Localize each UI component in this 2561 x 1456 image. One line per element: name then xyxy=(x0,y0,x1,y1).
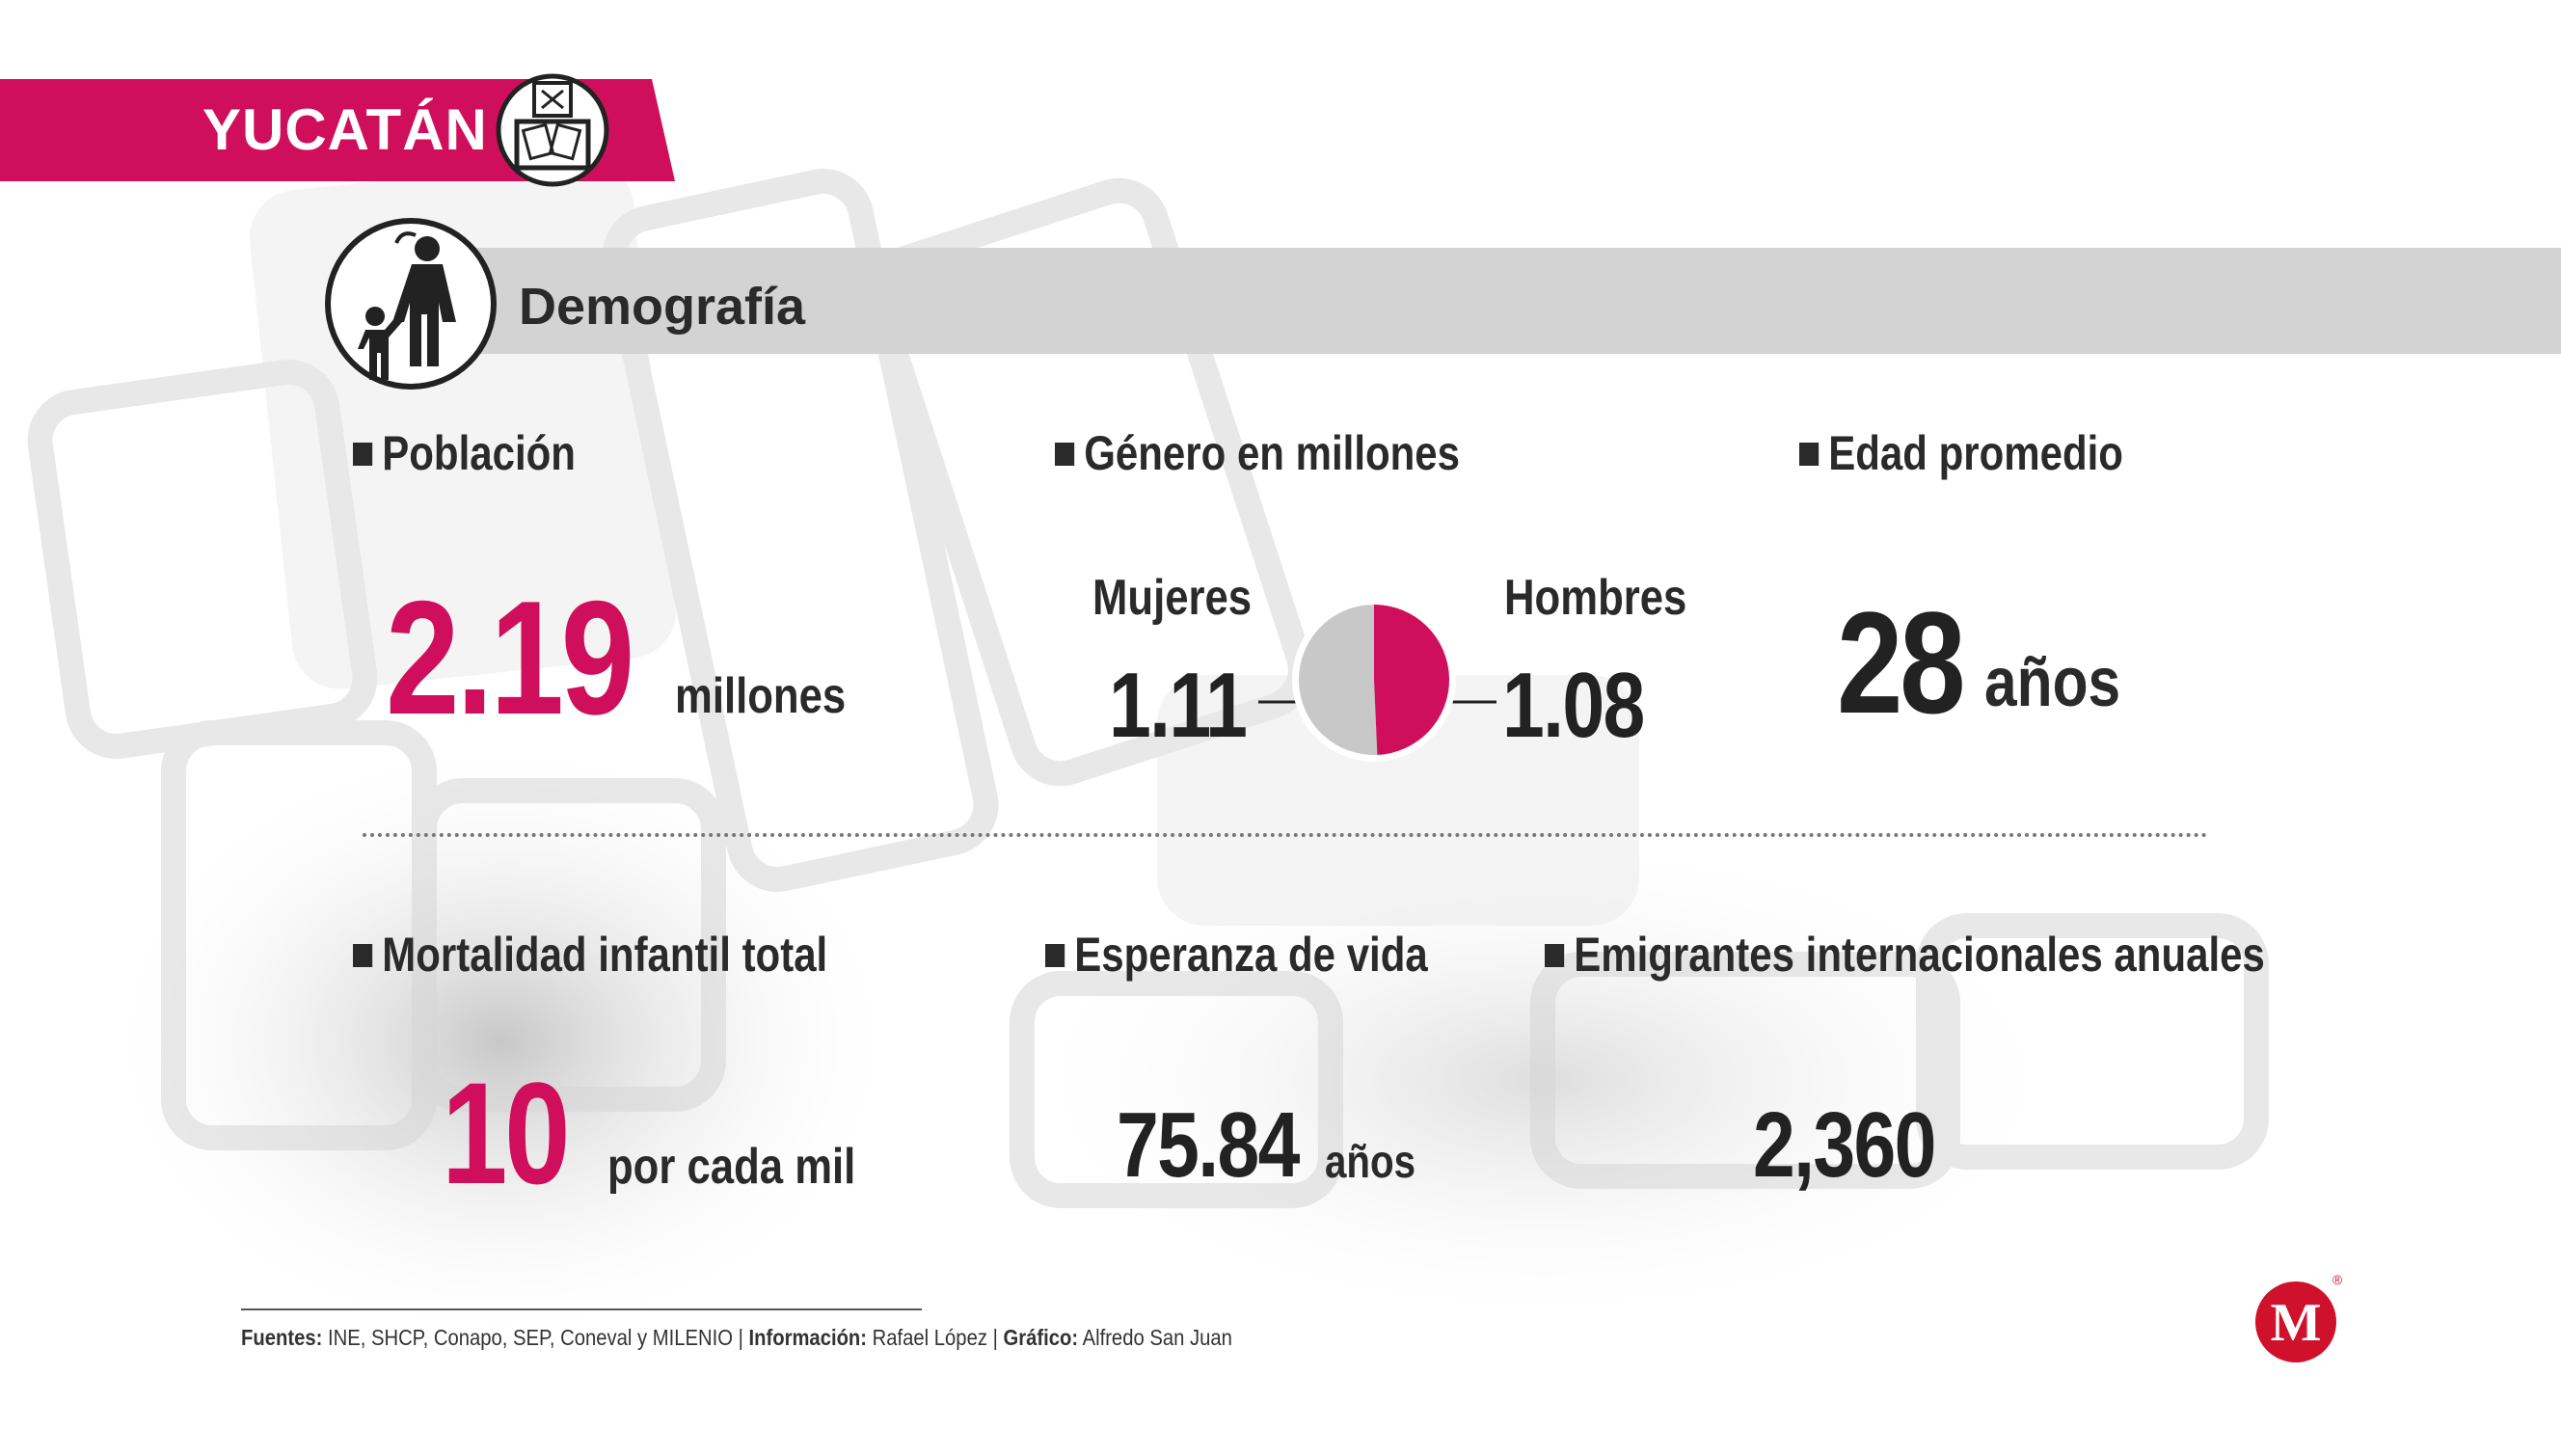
emigrantes-label: Emigrantes internacionales anuales xyxy=(1545,926,2265,984)
bullet-icon xyxy=(353,944,373,967)
edad-label: Edad promedio xyxy=(1799,424,2123,482)
section-title: Demografía xyxy=(519,278,806,336)
credits-separator: | xyxy=(992,1325,998,1350)
esperanza-value: 75.84 xyxy=(1117,1093,1300,1197)
bullet-icon xyxy=(353,443,373,466)
grafico-label: Gráfico: xyxy=(1003,1325,1079,1350)
credits-separator: | xyxy=(738,1325,743,1350)
info-label: Información: xyxy=(748,1325,868,1350)
pie-slice-hombres xyxy=(1374,605,1450,755)
logo-letter: M xyxy=(2271,1293,2322,1353)
logo-registered-mark: ® xyxy=(2332,1272,2343,1287)
mujeres-label: Mujeres xyxy=(1092,570,1253,626)
genero-label: Género en millones xyxy=(1055,424,1460,482)
edad-value: 28 xyxy=(1837,581,1966,743)
mortalidad-value: 10 xyxy=(442,1052,571,1214)
state-title: YUCATÁN xyxy=(202,97,488,162)
hombres-label: Hombres xyxy=(1504,570,1687,626)
mortalidad-label: Mortalidad infantil total xyxy=(353,926,827,984)
poblacion-label: Población xyxy=(353,424,576,482)
esperanza-label: Esperanza de vida xyxy=(1045,926,1428,984)
section-bar xyxy=(386,248,2561,354)
info-value: Rafael López xyxy=(872,1325,987,1350)
edad-unit: años xyxy=(1984,644,2121,721)
bullet-icon xyxy=(1799,443,1820,466)
bullet-icon xyxy=(1055,443,1075,466)
hombres-value: 1.08 xyxy=(1502,654,1645,757)
mortalidad-unit: por cada mil xyxy=(607,1139,856,1195)
gender-pie xyxy=(1292,598,1456,762)
section-divider xyxy=(363,833,2208,837)
credits: Fuentes: INE, SHCP, Conapo, SEP, Coneval… xyxy=(241,1325,1232,1351)
grafico-value: Alfredo San Juan xyxy=(1082,1325,1232,1350)
family-icon xyxy=(325,218,497,390)
poblacion-unit: millones xyxy=(675,668,847,724)
fuentes-value: INE, SHCP, Conapo, SEP, Coneval y MILENI… xyxy=(327,1325,733,1350)
pie-slice-mujeres xyxy=(1299,605,1378,755)
milenio-logo: M ® xyxy=(2255,1272,2343,1362)
esperanza-unit: años xyxy=(1325,1137,1416,1188)
emigrantes-value: 2,360 xyxy=(1753,1093,1936,1197)
fuentes-label: Fuentes: xyxy=(241,1325,323,1350)
ballot-box-icon xyxy=(496,73,609,187)
mujeres-value: 1.11 xyxy=(1109,654,1248,757)
bullet-icon xyxy=(1545,944,1565,967)
poblacion-value: 2.19 xyxy=(386,567,634,748)
bullet-icon xyxy=(1045,944,1065,967)
footer-rule xyxy=(241,1308,922,1310)
